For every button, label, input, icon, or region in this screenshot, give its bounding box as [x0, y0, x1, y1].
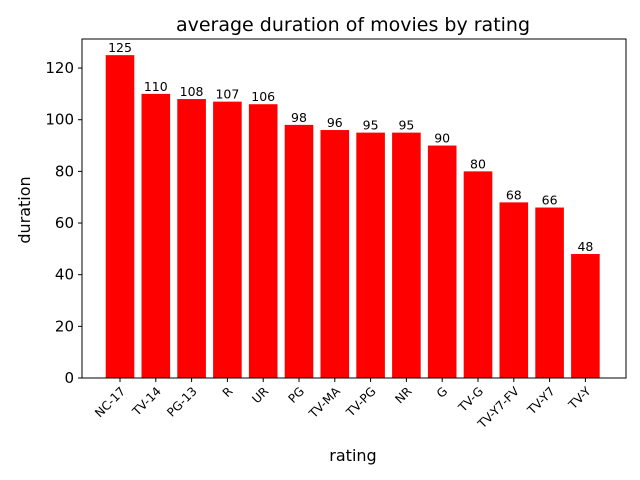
x-tick-label: G [434, 384, 450, 400]
y-tick-label: 60 [55, 214, 74, 232]
bar-value-label: 125 [108, 40, 132, 55]
bar-tv-14 [141, 93, 171, 378]
bar-tv-y [571, 254, 600, 378]
y-tick-label: 0 [64, 369, 74, 387]
bar-value-label: 106 [251, 89, 275, 104]
x-tick-label: UR [249, 384, 271, 406]
bar-value-label: 80 [470, 156, 486, 171]
bar-value-label: 98 [291, 110, 307, 125]
bar-value-label: 96 [327, 115, 343, 130]
x-tick-label: TV-14 [129, 384, 164, 419]
x-tick-label: PG-13 [164, 384, 199, 419]
x-axis-label: rating [329, 446, 376, 465]
x-axis: NC-17 TV-14 PG-13 R UR PG TV-MA TV-PG NR G TV-G TV-… [92, 378, 594, 432]
bar-value-label: 108 [180, 84, 204, 99]
x-tick-label: TV-PG [343, 384, 379, 420]
bar-ur [248, 104, 278, 379]
chart-title: average duration of movies by rating [176, 14, 530, 36]
y-tick-label: 80 [55, 162, 74, 180]
bars-group [105, 55, 600, 379]
bar-value-label: 107 [215, 87, 239, 102]
y-tick-label: 120 [45, 59, 74, 77]
x-tick-label: TV-MA [306, 384, 344, 422]
y-tick-label: 40 [55, 266, 74, 284]
bar-tv-pg [356, 132, 385, 378]
x-tick-label: TV-Y7 [524, 384, 558, 418]
bar-pg [284, 124, 314, 378]
x-tick-label: NC-17 [92, 384, 128, 420]
bar-value-label: 66 [542, 193, 558, 208]
x-tick-label: TV-Y [565, 384, 594, 413]
bar-value-label: 95 [398, 118, 414, 133]
bar-r [213, 101, 242, 379]
bar-pg-13 [177, 99, 206, 379]
y-axis: 0 20 40 60 80 100 120 [45, 59, 82, 387]
y-axis-label: duration [15, 176, 34, 243]
bar-nc-17 [105, 55, 135, 379]
x-tick-label: TV-G [455, 384, 486, 415]
bar-value-label: 95 [363, 118, 379, 133]
bar-g [427, 145, 457, 378]
bar-value-label: 48 [577, 239, 593, 254]
y-tick-label: 20 [55, 317, 74, 335]
x-tick-label: NR [392, 384, 414, 406]
plot-frame [81, 38, 627, 379]
bar-tv-y7 [535, 207, 564, 378]
x-tick-label: PG [286, 384, 308, 406]
bar-nr [392, 132, 421, 378]
bar-tv-ma [320, 130, 350, 378]
bar-value-label: 110 [144, 79, 168, 94]
bar-tv-y7-fv [499, 202, 529, 378]
bar-value-label: 90 [434, 131, 450, 146]
bar-labels-group: 125 110 108 107 106 98 96 95 95 90 80 68 66 48 [108, 40, 593, 254]
bar-value-label: 68 [506, 187, 522, 202]
x-tick-label: R [220, 384, 236, 400]
bar-tv-g [463, 171, 493, 378]
y-tick-label: 100 [45, 111, 74, 129]
